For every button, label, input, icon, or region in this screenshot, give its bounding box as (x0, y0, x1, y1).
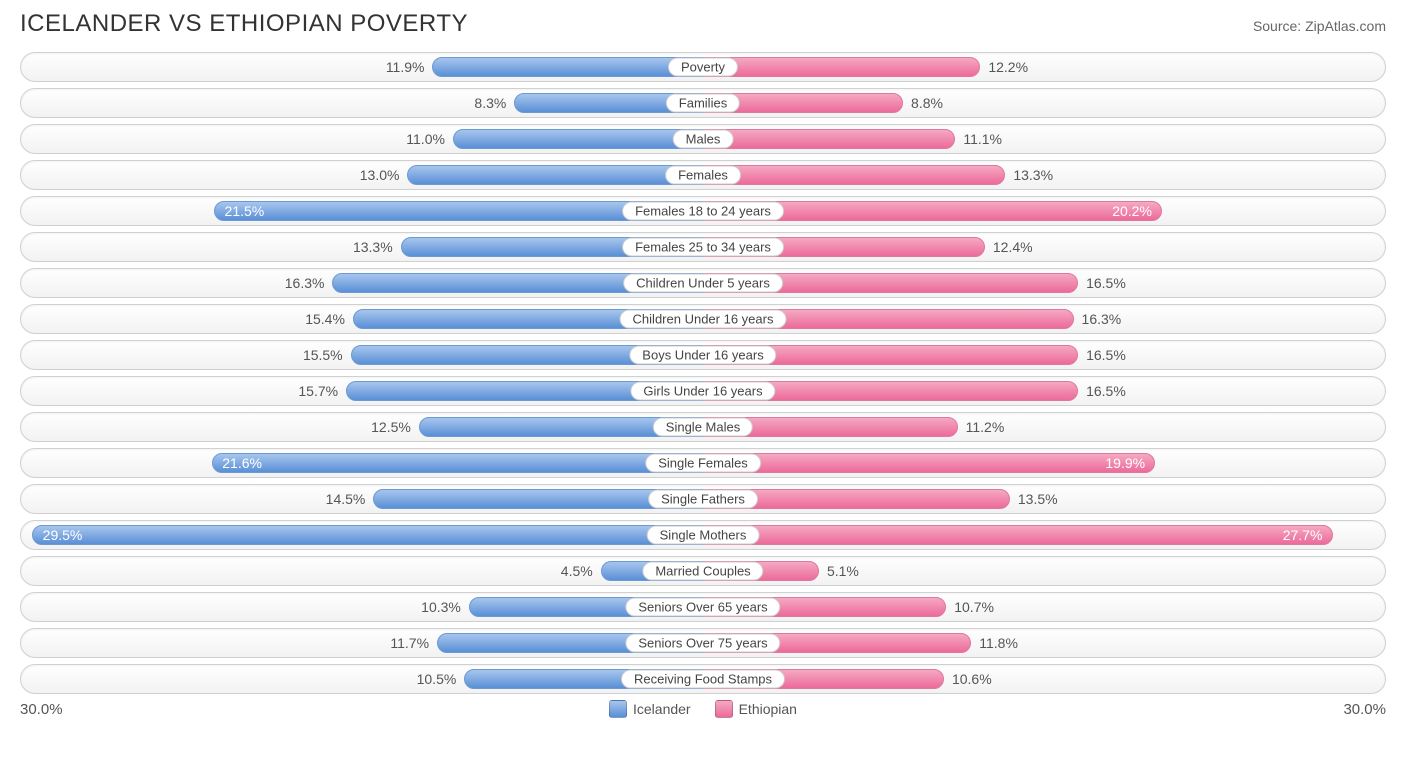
value-right: 19.9% (1105, 455, 1145, 471)
value-right: 11.8% (979, 635, 1018, 651)
category-label: Single Fathers (648, 490, 758, 509)
chart-row: 21.5% 20.2% Females 18 to 24 years (20, 196, 1386, 226)
bar-right (703, 453, 1155, 473)
value-left: 15.5% (303, 347, 343, 363)
value-left: 15.4% (305, 311, 345, 327)
value-right: 12.4% (993, 239, 1033, 255)
chart-row: 21.6% 19.9% Single Females (20, 448, 1386, 478)
value-left: 11.9% (386, 59, 425, 75)
category-label: Seniors Over 75 years (625, 634, 780, 653)
chart-row: 11.0% 11.1% Males (20, 124, 1386, 154)
bar-left (32, 525, 703, 545)
value-left: 8.3% (474, 95, 506, 111)
chart-row: 8.3% 8.8% Families (20, 88, 1386, 118)
value-right: 16.5% (1086, 275, 1126, 291)
category-label: Families (666, 94, 740, 113)
category-label: Females 18 to 24 years (622, 202, 784, 221)
legend-swatch-right (715, 700, 733, 718)
chart-row: 11.7% 11.8% Seniors Over 75 years (20, 628, 1386, 658)
value-left: 16.3% (285, 275, 325, 291)
category-label: Seniors Over 65 years (625, 598, 780, 617)
chart-header: ICELANDER VS ETHIOPIAN POVERTY Source: Z… (20, 10, 1386, 38)
chart-row: 11.9% 12.2% Poverty (20, 52, 1386, 82)
category-label: Poverty (668, 58, 738, 77)
value-left: 12.5% (371, 419, 411, 435)
bar-left (453, 129, 703, 149)
chart-row: 15.5% 16.5% Boys Under 16 years (20, 340, 1386, 370)
legend-label-right: Ethiopian (739, 701, 797, 717)
category-label: Single Mothers (647, 526, 760, 545)
axis-max-left: 30.0% (20, 701, 63, 718)
chart-row: 13.3% 12.4% Females 25 to 34 years (20, 232, 1386, 262)
category-label: Females 25 to 34 years (622, 238, 784, 257)
bar-right (703, 165, 1005, 185)
chart-title: ICELANDER VS ETHIOPIAN POVERTY (20, 10, 468, 38)
value-right: 13.3% (1013, 167, 1053, 183)
chart-row: 29.5% 27.7% Single Mothers (20, 520, 1386, 550)
chart-row: 14.5% 13.5% Single Fathers (20, 484, 1386, 514)
category-label: Girls Under 16 years (630, 382, 775, 401)
chart-row: 16.3% 16.5% Children Under 5 years (20, 268, 1386, 298)
category-label: Single Males (653, 418, 753, 437)
value-left: 15.7% (298, 383, 338, 399)
chart-row: 15.7% 16.5% Girls Under 16 years (20, 376, 1386, 406)
chart-row: 15.4% 16.3% Children Under 16 years (20, 304, 1386, 334)
value-left: 4.5% (561, 563, 593, 579)
value-right: 11.2% (966, 419, 1005, 435)
value-right: 16.3% (1082, 311, 1122, 327)
chart-footer: 30.0% Icelander Ethiopian 30.0% (20, 700, 1386, 718)
legend-label-left: Icelander (633, 701, 691, 717)
category-label: Married Couples (642, 562, 763, 581)
value-left: 13.3% (353, 239, 393, 255)
value-left: 11.7% (390, 635, 429, 651)
bar-left (212, 453, 703, 473)
value-right: 10.7% (954, 599, 994, 615)
bar-right (703, 57, 980, 77)
value-right: 8.8% (911, 95, 943, 111)
chart-source: Source: ZipAtlas.com (1253, 18, 1386, 34)
category-label: Females (665, 166, 741, 185)
category-label: Children Under 16 years (620, 310, 787, 329)
chart-row: 4.5% 5.1% Married Couples (20, 556, 1386, 586)
value-left: 29.5% (43, 527, 83, 543)
value-right: 11.1% (963, 131, 1002, 147)
value-right: 12.2% (988, 59, 1028, 75)
value-left: 14.5% (326, 491, 366, 507)
bar-right (703, 129, 955, 149)
chart-legend: Icelander Ethiopian (63, 700, 1344, 718)
category-label: Boys Under 16 years (629, 346, 776, 365)
legend-swatch-left (609, 700, 627, 718)
category-label: Single Females (645, 454, 761, 473)
value-right: 27.7% (1283, 527, 1323, 543)
value-left: 13.0% (360, 167, 400, 183)
chart-row: 10.5% 10.6% Receiving Food Stamps (20, 664, 1386, 694)
chart-row: 12.5% 11.2% Single Males (20, 412, 1386, 442)
value-right: 13.5% (1018, 491, 1058, 507)
value-right: 10.6% (952, 671, 992, 687)
value-left: 10.5% (417, 671, 457, 687)
value-left: 10.3% (421, 599, 461, 615)
category-label: Males (673, 130, 734, 149)
legend-item-right: Ethiopian (715, 700, 797, 718)
value-right: 5.1% (827, 563, 859, 579)
value-left: 21.5% (225, 203, 265, 219)
value-left: 11.0% (406, 131, 445, 147)
value-right: 16.5% (1086, 383, 1126, 399)
category-label: Receiving Food Stamps (621, 670, 785, 689)
bar-left (407, 165, 703, 185)
diverging-bar-chart: 11.9%12.2%Poverty8.3%8.8%Families11.0%11… (20, 52, 1386, 694)
axis-max-right: 30.0% (1343, 701, 1386, 718)
value-left: 21.6% (222, 455, 262, 471)
chart-row: 13.0% 13.3% Females (20, 160, 1386, 190)
category-label: Children Under 5 years (623, 274, 783, 293)
chart-row: 10.3% 10.7% Seniors Over 65 years (20, 592, 1386, 622)
bar-left (432, 57, 703, 77)
legend-item-left: Icelander (609, 700, 691, 718)
bar-right (703, 525, 1333, 545)
value-right: 16.5% (1086, 347, 1126, 363)
value-right: 20.2% (1112, 203, 1152, 219)
